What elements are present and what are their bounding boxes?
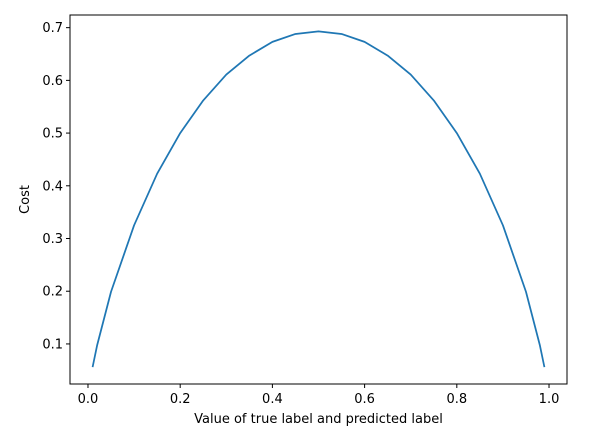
plot-area xyxy=(91,30,546,368)
y-axis-label: Cost xyxy=(18,185,33,214)
x-tick-label: 1.0 xyxy=(539,392,560,407)
series-line-0 xyxy=(91,30,546,368)
y-tick-label: 0.3 xyxy=(42,232,63,247)
x-tick-label: 0.8 xyxy=(446,392,467,407)
x-axis-label: Value of true label and predicted label xyxy=(194,412,443,427)
y-axis-ticks: 0.1 0.2 0.3 0.4 0.5 0.6 0.7 xyxy=(42,21,70,352)
y-tick-label: 0.1 xyxy=(42,337,63,352)
x-tick-label: 0.4 xyxy=(262,392,283,407)
y-tick-label: 0.6 xyxy=(42,74,63,89)
x-tick-label: 0.2 xyxy=(170,392,191,407)
x-tick-label: 0.6 xyxy=(354,392,375,407)
y-tick-label: 0.4 xyxy=(42,179,63,194)
x-axis-ticks: 0.0 0.2 0.4 0.6 0.8 1.0 xyxy=(78,384,560,407)
y-tick-label: 0.2 xyxy=(42,285,63,300)
axes-frame xyxy=(69,14,568,385)
x-tick-label: 0.0 xyxy=(78,392,99,407)
y-tick-label: 0.5 xyxy=(42,127,63,142)
y-tick-label: 0.7 xyxy=(42,21,63,36)
